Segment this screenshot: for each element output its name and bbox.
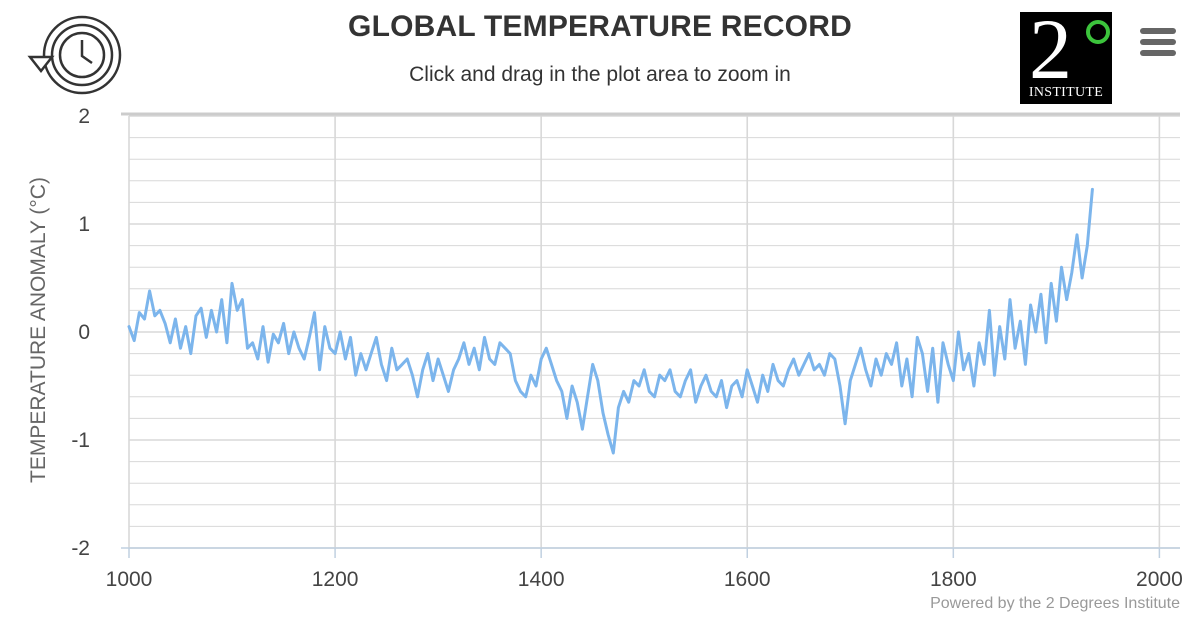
series-line-temperature[interactable] xyxy=(127,187,1094,455)
axes xyxy=(121,112,1180,558)
x-tick-label: 1000 xyxy=(106,568,153,591)
degree-ring-icon xyxy=(1086,20,1110,44)
y-tick-label: -2 xyxy=(71,537,90,560)
y-tick-label: 1 xyxy=(78,213,90,236)
chart-title: GLOBAL TEMPERATURE RECORD xyxy=(348,10,852,43)
logo-digit: 2 xyxy=(1029,12,1072,97)
y-tick-label: -1 xyxy=(71,429,90,452)
y-tick-label: 0 xyxy=(78,321,90,344)
logo-label: INSTITUTE xyxy=(1028,85,1104,100)
history-clock-icon[interactable] xyxy=(26,13,124,97)
x-tick-label: 1400 xyxy=(518,568,565,591)
x-tick-label: 1800 xyxy=(930,568,977,591)
x-tick-label: 1200 xyxy=(312,568,359,591)
x-tick-label: 1600 xyxy=(724,568,771,591)
two-degrees-institute-logo: 2 INSTITUTE xyxy=(1020,12,1112,104)
tick-labels: -2 -1 0 1 2 1000 1200 1400 1600 1800 2000 xyxy=(71,105,1182,591)
chart-subtitle: Click and drag in the plot area to zoom … xyxy=(409,63,791,86)
credit-link[interactable]: Powered by the 2 Degrees Institute xyxy=(930,595,1180,612)
hamburger-menu-icon[interactable] xyxy=(1140,28,1176,60)
y-tick-label: 2 xyxy=(78,105,90,128)
y-axis-title: TEMPERATURE ANOMALY (°C) xyxy=(27,177,50,483)
x-tick-label: 2000 xyxy=(1136,568,1183,591)
